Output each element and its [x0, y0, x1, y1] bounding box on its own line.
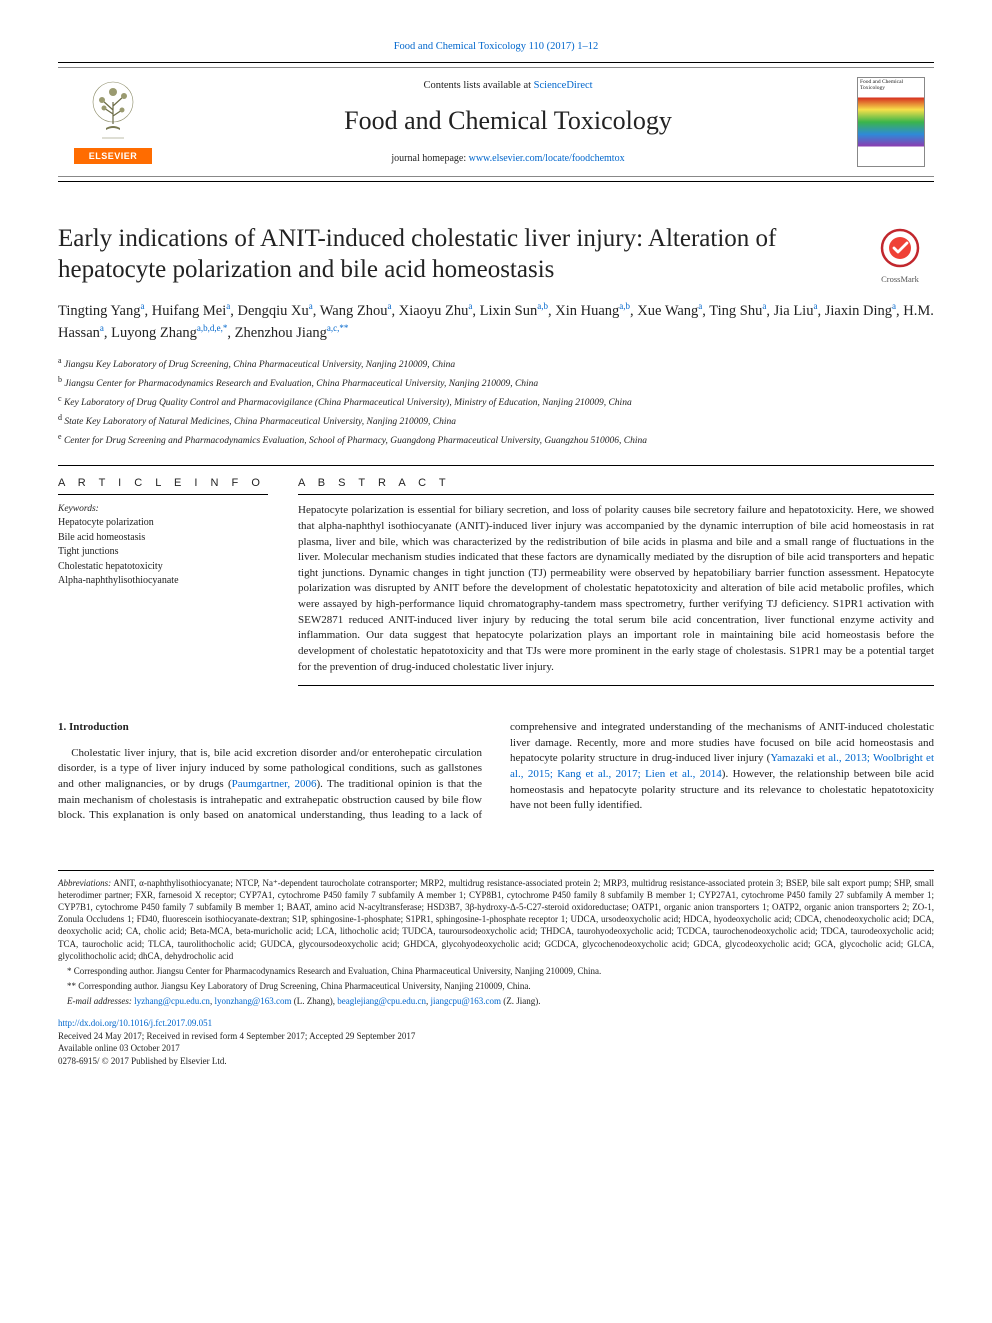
keywords-list: Hepatocyte polarizationBile acid homeost… [58, 516, 268, 589]
authors-list: Tingting Yanga, Huifang Meia, Dengqiu Xu… [58, 300, 934, 345]
abstract-head: A B S T R A C T [298, 466, 934, 496]
corresponding-1: * Corresponding author. Jiangsu Center f… [58, 965, 934, 977]
email-link[interactable]: lyonzhang@163.com [214, 996, 291, 1006]
corresponding-2: ** Corresponding author. Jiangsu Key Lab… [58, 980, 934, 992]
top-citation: Food and Chemical Toxicology 110 (2017) … [58, 40, 934, 54]
online-line: Available online 03 October 2017 [58, 1042, 934, 1055]
email-line: E-mail addresses: lyzhang@cpu.edu.cn, ly… [58, 995, 934, 1007]
journal-homepage-link[interactable]: www.elsevier.com/locate/foodchemtox [469, 153, 625, 164]
email-link[interactable]: beaglejiang@cpu.edu.cn [337, 996, 426, 1006]
intro-head: 1. Introduction [58, 720, 482, 736]
cover-thumb-title: Food and Chemical Toxicology [860, 80, 922, 92]
journal-name: Food and Chemical Toxicology [178, 103, 838, 138]
footnotes: Abbreviations: ANIT, α-naphthylisothiocy… [58, 870, 934, 1007]
received-line: Received 24 May 2017; Received in revise… [58, 1030, 934, 1043]
contents-line: Contents lists available at ScienceDirec… [178, 79, 838, 93]
email-link[interactable]: jiangcpu@163.com [430, 996, 501, 1006]
masthead-center: Contents lists available at ScienceDirec… [168, 79, 848, 166]
abstract-text: Hepatocyte polarization is essential for… [298, 503, 934, 675]
elsevier-logo: ELSEVIER [74, 148, 152, 164]
masthead: ELSEVIER Contents lists available at Sci… [58, 62, 934, 182]
article-info-head: A R T I C L E I N F O [58, 466, 268, 496]
homepage-line: journal homepage: www.elsevier.com/locat… [178, 152, 838, 166]
citation-link[interactable]: Paumgartner, 2006 [232, 778, 317, 790]
body-columns: 1. Introduction Cholestatic liver injury… [58, 720, 934, 824]
cover-thumb-wrap: Food and Chemical Toxicology [848, 77, 934, 167]
article-info-column: A R T I C L E I N F O Keywords: Hepatocy… [58, 466, 268, 687]
abstract-column: A B S T R A C T Hepatocyte polarization … [298, 466, 934, 687]
article-title: Early indications of ANIT-induced choles… [58, 224, 854, 285]
publication-info: http://dx.doi.org/10.1016/j.fct.2017.09.… [58, 1017, 934, 1067]
publisher-block: ELSEVIER [58, 80, 168, 164]
email-link[interactable]: lyzhang@cpu.edu.cn [134, 996, 210, 1006]
copyright-line: 0278-6915/ © 2017 Published by Elsevier … [58, 1055, 934, 1068]
elsevier-tree-icon [84, 80, 142, 142]
crossmark-label: CrossMark [866, 274, 934, 285]
crossmark-badge[interactable]: CrossMark [866, 228, 934, 286]
sciencedirect-link[interactable]: ScienceDirect [534, 80, 593, 91]
keywords-head: Keywords: [58, 503, 268, 516]
doi-link[interactable]: http://dx.doi.org/10.1016/j.fct.2017.09.… [58, 1018, 212, 1028]
crossmark-icon [880, 228, 920, 268]
affiliations: a Jiangsu Key Laboratory of Drug Screeni… [58, 355, 934, 449]
journal-cover-thumb: Food and Chemical Toxicology [857, 77, 925, 167]
abbreviations: Abbreviations: ANIT, α-naphthylisothiocy… [58, 877, 934, 962]
